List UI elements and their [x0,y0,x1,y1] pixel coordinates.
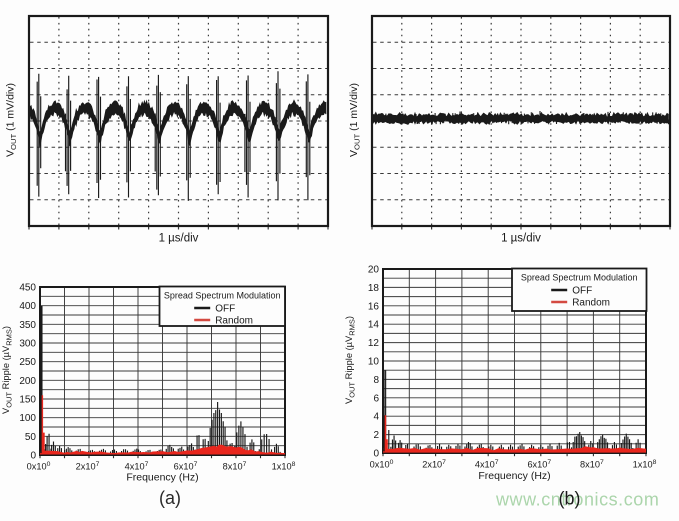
svg-text:1 µs/div: 1 µs/div [159,233,199,245]
svg-text:Random: Random [572,298,610,309]
svg-text:8: 8 [373,375,379,386]
svg-text:Frequency (Hz): Frequency (Hz) [126,472,198,484]
svg-text:2x107: 2x107 [76,461,100,472]
svg-text:VOUT Ripple (µVRMS): VOUT Ripple (µVRMS) [1,326,13,414]
svg-text:Spread Spectrum Modulation: Spread Spectrum Modulation [164,291,281,301]
svg-text:www.cntronics.com: www.cntronics.com [495,490,659,510]
svg-text:VOUT (1 mV/div): VOUT (1 mV/div) [5,83,18,157]
svg-text:0: 0 [373,449,379,460]
svg-text:18: 18 [368,283,380,294]
svg-text:1x108: 1x108 [272,461,296,472]
svg-text:350: 350 [19,320,36,331]
svg-text:400: 400 [19,301,36,312]
svg-text:(a): (a) [159,488,181,508]
svg-text:2x107: 2x107 [422,459,446,470]
svg-text:16: 16 [368,301,380,312]
svg-text:OFF: OFF [215,304,235,315]
svg-text:OFF: OFF [572,286,592,297]
svg-text:Spread Spectrum Modulation: Spread Spectrum Modulation [521,273,638,283]
svg-text:50: 50 [25,432,37,443]
svg-text:100: 100 [19,413,36,424]
svg-text:6x107: 6x107 [174,461,198,472]
svg-text:1x108: 1x108 [633,459,657,470]
svg-text:150: 150 [19,395,36,406]
svg-text:(b): (b) [559,489,581,509]
svg-text:14: 14 [368,320,380,331]
svg-text:300: 300 [19,339,36,350]
svg-text:200: 200 [19,376,36,387]
svg-text:0x100: 0x100 [370,459,394,470]
svg-text:VOUT (1 mV/div): VOUT (1 mV/div) [348,83,361,157]
svg-text:8x107: 8x107 [223,461,247,472]
svg-text:0x100: 0x100 [27,461,51,472]
svg-text:12: 12 [368,338,380,349]
svg-text:0: 0 [30,451,36,462]
svg-text:450: 450 [19,283,36,294]
svg-text:6: 6 [373,393,379,404]
svg-text:Random: Random [215,316,253,327]
svg-text:4: 4 [373,412,379,423]
svg-text:4x107: 4x107 [125,461,149,472]
svg-text:8x107: 8x107 [580,459,604,470]
svg-text:20: 20 [368,265,380,276]
svg-text:10: 10 [368,357,380,368]
svg-text:Frequency (Hz): Frequency (Hz) [478,470,550,482]
svg-text:6x107: 6x107 [527,459,551,470]
svg-text:250: 250 [19,357,36,368]
svg-text:4x107: 4x107 [475,459,499,470]
svg-text:2: 2 [373,430,379,441]
svg-text:VOUT Ripple (µVRMS): VOUT Ripple (µVRMS) [344,316,356,404]
svg-text:1 µs/div: 1 µs/div [501,233,541,245]
